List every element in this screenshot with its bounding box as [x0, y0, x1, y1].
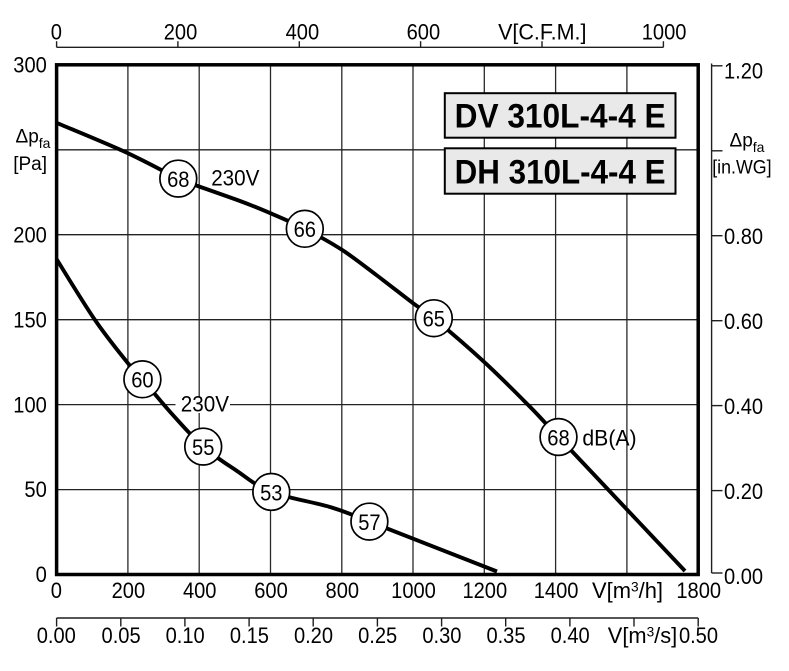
svg-text:[Pa]: [Pa]: [13, 154, 47, 175]
svg-text:0.00: 0.00: [724, 564, 763, 589]
svg-text:0.15: 0.15: [230, 623, 269, 648]
svg-text:68: 68: [167, 167, 189, 192]
svg-text:DV 310L-4-4 E: DV 310L-4-4 E: [455, 98, 666, 136]
svg-text:1400: 1400: [534, 578, 579, 603]
svg-text:200: 200: [164, 19, 198, 44]
svg-text:0.40: 0.40: [724, 394, 763, 419]
svg-text:0.40: 0.40: [551, 623, 590, 648]
svg-text:600: 600: [254, 578, 288, 603]
svg-text:1000: 1000: [391, 578, 436, 603]
svg-text:66: 66: [294, 217, 316, 242]
svg-text:65: 65: [423, 307, 445, 332]
svg-text:200: 200: [13, 222, 47, 247]
svg-text:0.20: 0.20: [294, 623, 333, 648]
svg-text:1200: 1200: [462, 578, 507, 603]
svg-text:230V: 230V: [181, 392, 229, 417]
svg-text:V[m3/h]: V[m3/h]: [592, 578, 663, 603]
svg-text:0.25: 0.25: [358, 623, 397, 648]
svg-text:100: 100: [13, 392, 47, 417]
svg-text:0.60: 0.60: [724, 309, 763, 334]
svg-text:1000: 1000: [642, 19, 687, 44]
svg-text:57: 57: [358, 510, 380, 535]
svg-text:1.20: 1.20: [724, 58, 763, 83]
svg-text:0.80: 0.80: [724, 224, 763, 249]
svg-text:0.05: 0.05: [102, 623, 141, 648]
svg-text:DH 310L-4-4 E: DH 310L-4-4 E: [455, 153, 666, 191]
svg-text:0.50: 0.50: [679, 623, 718, 648]
svg-text:60: 60: [131, 368, 153, 393]
svg-text:0.00: 0.00: [37, 623, 76, 648]
svg-text:0.30: 0.30: [422, 623, 461, 648]
svg-text:800: 800: [326, 578, 360, 603]
svg-text:1800: 1800: [676, 578, 721, 603]
svg-text:55: 55: [192, 435, 214, 460]
svg-text:600: 600: [407, 19, 441, 44]
svg-text:300: 300: [13, 53, 47, 78]
svg-text:0: 0: [51, 19, 62, 44]
svg-text:V[C.F.M.]: V[C.F.M.]: [498, 19, 586, 44]
svg-text:50: 50: [24, 477, 46, 502]
svg-text:53: 53: [260, 480, 282, 505]
svg-text:230V: 230V: [211, 165, 259, 190]
svg-text:400: 400: [183, 578, 217, 603]
svg-text:[in.WG]: [in.WG]: [712, 158, 771, 179]
svg-text:150: 150: [13, 307, 47, 332]
svg-text:0.35: 0.35: [486, 623, 525, 648]
svg-text:400: 400: [286, 19, 320, 44]
svg-text:0.20: 0.20: [724, 479, 763, 504]
svg-text:0: 0: [51, 578, 62, 603]
svg-text:dB(A): dB(A): [582, 426, 636, 451]
svg-text:0: 0: [36, 562, 47, 587]
svg-text:200: 200: [112, 578, 146, 603]
svg-text:V[m3/s]: V[m3/s]: [608, 623, 677, 648]
svg-text:0.10: 0.10: [166, 623, 205, 648]
svg-text:68: 68: [547, 425, 569, 450]
